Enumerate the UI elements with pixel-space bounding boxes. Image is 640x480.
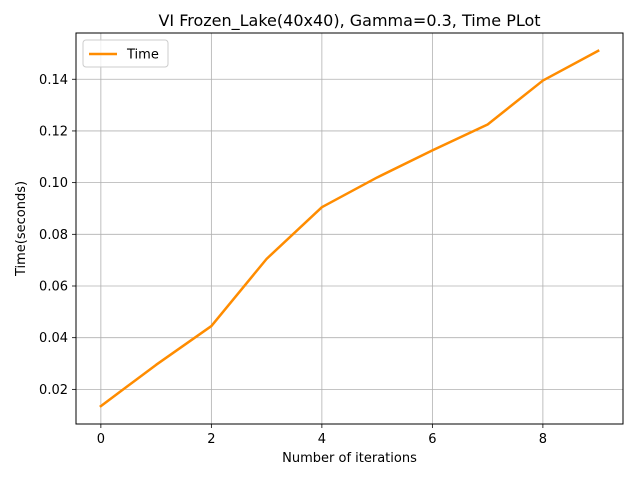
plot-area: [75, 32, 624, 425]
chart-title: VI Frozen_Lake(40x40), Gamma=0.3, Time P…: [158, 11, 540, 31]
legend-label-time: Time: [126, 48, 159, 63]
y-tick-label: 0.06: [39, 280, 68, 295]
series-layer: [99, 49, 600, 408]
x-tick-label: 4: [318, 432, 326, 447]
y-tick-label: 0.04: [39, 331, 68, 346]
x-tick-label: 8: [539, 432, 547, 447]
y-tick-label: 0.02: [39, 383, 68, 398]
y-tick-label: 0.14: [39, 73, 68, 88]
y-tick-label: 0.10: [39, 176, 68, 191]
y-tick-label: 0.08: [39, 228, 68, 243]
x-tick-label: 6: [428, 432, 436, 447]
y-axis-label: Time(seconds): [14, 181, 29, 277]
axis-ticks: 0 2 4 6 8 0.02 0.04 0.06 0.08 0.10 0.12 0.14: [39, 73, 547, 447]
x-tick-label: 2: [207, 432, 215, 447]
legend-box: [82, 39, 169, 68]
y-tick-label: 0.12: [39, 124, 68, 139]
series-line-time: [99, 49, 600, 408]
x-axis-label: Number of iterations: [282, 451, 417, 466]
legend: Time: [82, 39, 169, 68]
grid: [76, 33, 623, 424]
x-tick-label: 0: [97, 432, 105, 447]
